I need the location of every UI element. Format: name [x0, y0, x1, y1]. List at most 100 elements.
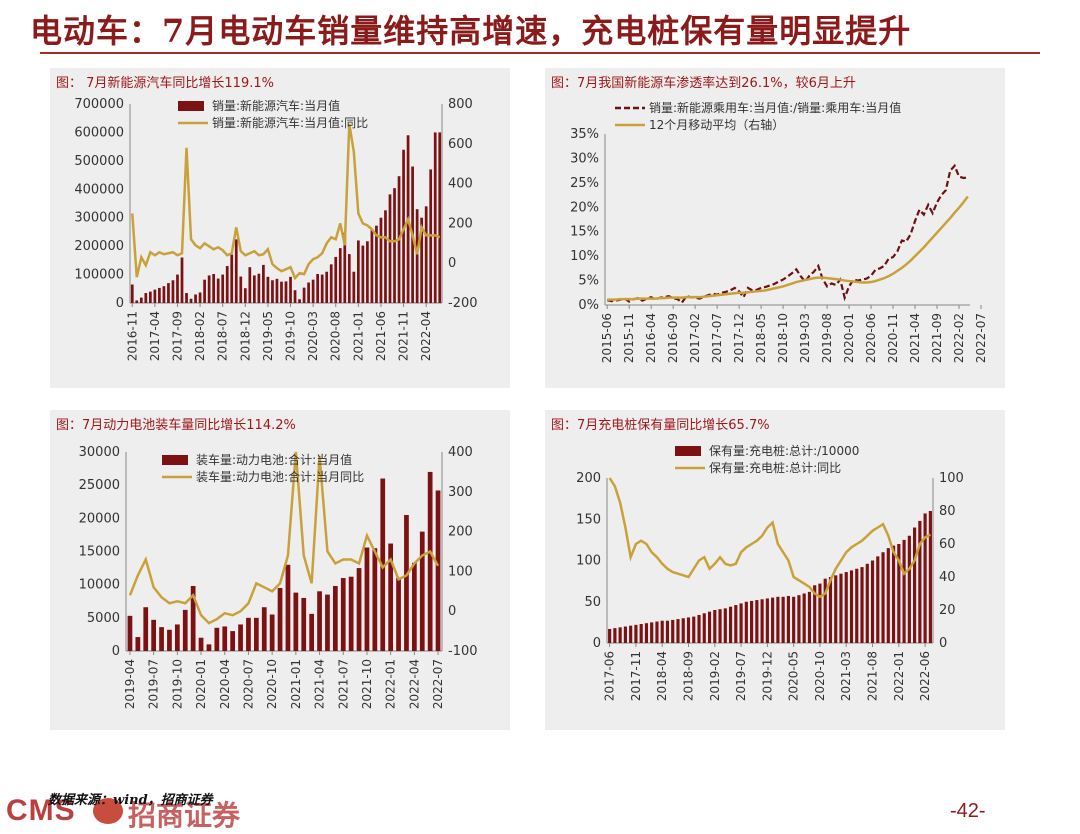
y2-tick-label: 40 — [939, 570, 956, 585]
y-tick-label: 0 — [593, 636, 601, 651]
bar — [433, 132, 437, 303]
y-tick-label: 300000 — [74, 211, 124, 226]
x-tick-label: 2016-11 — [125, 311, 139, 361]
bar — [144, 293, 148, 303]
x-tick-label: 2020-03 — [306, 311, 320, 361]
y2-tick-label: 200 — [448, 525, 473, 540]
x-tick-label: 2019-02 — [708, 651, 722, 701]
x-tick-label: 2022-06 — [918, 651, 932, 701]
bar — [317, 591, 322, 651]
bar — [143, 607, 149, 651]
series-monthly-line — [606, 163, 968, 305]
bar — [311, 279, 315, 303]
x-tick-label: 2022-02 — [952, 313, 966, 363]
chart-panel-charging: 图：7月充电桩保有量同比增长65.7% 200 150 100 50 0 100 80 60 4… — [545, 410, 1005, 730]
x-tick-label: 2020-10 — [265, 659, 279, 709]
y2-tick-label: 300 — [448, 485, 473, 500]
x-tick-label: 2021-04 — [908, 313, 922, 363]
bar — [148, 291, 152, 303]
bar — [427, 471, 433, 651]
bar — [435, 490, 441, 651]
bar — [372, 548, 378, 651]
bar — [618, 627, 622, 643]
chart-caption: 图：7月充电桩保有量同比增长65.7% — [551, 418, 770, 433]
bar — [222, 626, 228, 651]
bar — [230, 631, 236, 651]
bar — [159, 627, 164, 651]
chart-panel-penetration: 图：7月我国新能源车渗透率达到26.1%，较6月上升 35% 30% 25% 20% 1… — [545, 68, 1005, 388]
y-tick-label: 100000 — [74, 268, 124, 283]
bar — [807, 591, 812, 643]
chart-nev-sales: 700000 600000 500000 400000 300000 200000 1000… — [74, 97, 477, 361]
bar — [167, 283, 170, 303]
bar — [285, 564, 291, 651]
x-tick-label: 2019-07 — [147, 659, 161, 709]
y-tick-label: 35% — [570, 127, 599, 142]
bar — [823, 578, 827, 643]
x-tick-label: 2018-02 — [193, 311, 207, 361]
x-tick-label: 2017-06 — [603, 651, 617, 701]
bar — [420, 217, 424, 303]
x-tick-label: 2019-03 — [798, 313, 812, 363]
bar — [415, 209, 419, 303]
legend-label: 销量:新能源乘用车:当月值:/销量:乘用车:当月值 — [649, 100, 901, 115]
bar — [876, 556, 880, 643]
bar — [608, 628, 612, 643]
bar — [174, 624, 180, 651]
bar — [343, 232, 347, 303]
bar — [404, 515, 409, 651]
x-tick-label: 2017-04 — [148, 311, 162, 361]
bar — [176, 274, 179, 303]
x-tick-label: 2017-09 — [170, 311, 184, 361]
bar — [886, 548, 890, 643]
bar — [629, 625, 633, 643]
x-tick-label: 2021-01 — [289, 659, 303, 709]
bar — [257, 273, 261, 303]
x-tick-label: 2022-04 — [407, 659, 421, 709]
x-tick-label: 2018-12 — [238, 311, 252, 361]
page-number: -42- — [950, 800, 986, 822]
bar — [388, 543, 394, 651]
bar — [356, 568, 362, 651]
y-tick-label: 25000 — [79, 478, 120, 493]
bar — [198, 637, 204, 651]
bar — [697, 614, 701, 643]
bar — [275, 278, 279, 303]
bar — [370, 230, 374, 303]
bar — [375, 225, 378, 303]
legend-label: 保有量:充电桩:总计:同比 — [709, 460, 841, 475]
bar — [411, 562, 417, 651]
x-tick-label: 2017-07 — [710, 313, 724, 363]
x-tick-label: 2017-12 — [732, 313, 746, 363]
bar — [713, 610, 717, 643]
bar — [298, 299, 301, 303]
y-tick-label: 0 — [112, 644, 120, 659]
bar — [765, 598, 769, 643]
y2-tick-label: 600 — [448, 137, 473, 152]
bar — [185, 293, 188, 303]
bar — [329, 264, 333, 303]
cms-logo: CMS 招商证券 — [6, 790, 266, 832]
y-tick-label: 0% — [578, 298, 599, 313]
y-tick-label: 50 — [584, 595, 601, 610]
bar — [238, 624, 243, 651]
y2-tick-label: 0 — [448, 256, 456, 271]
bar — [366, 241, 369, 303]
bar — [307, 282, 310, 303]
chart-caption: 图： 7月新能源汽车同比增长119.1% — [56, 76, 274, 91]
x-tick-label: 2020-10 — [813, 651, 827, 701]
x-tick-label: 2021-08 — [866, 651, 880, 701]
bar — [356, 240, 360, 303]
bar — [897, 544, 901, 643]
bar — [844, 572, 848, 643]
bar — [388, 194, 392, 303]
bar — [834, 575, 838, 643]
y-tick-label: 5% — [578, 274, 599, 289]
logo-cn-text: 招商证券 — [128, 799, 241, 832]
bar — [655, 621, 659, 643]
bar — [849, 570, 854, 643]
bar — [723, 608, 727, 643]
y2-tick-label: 0 — [939, 636, 947, 651]
bar — [928, 511, 932, 643]
